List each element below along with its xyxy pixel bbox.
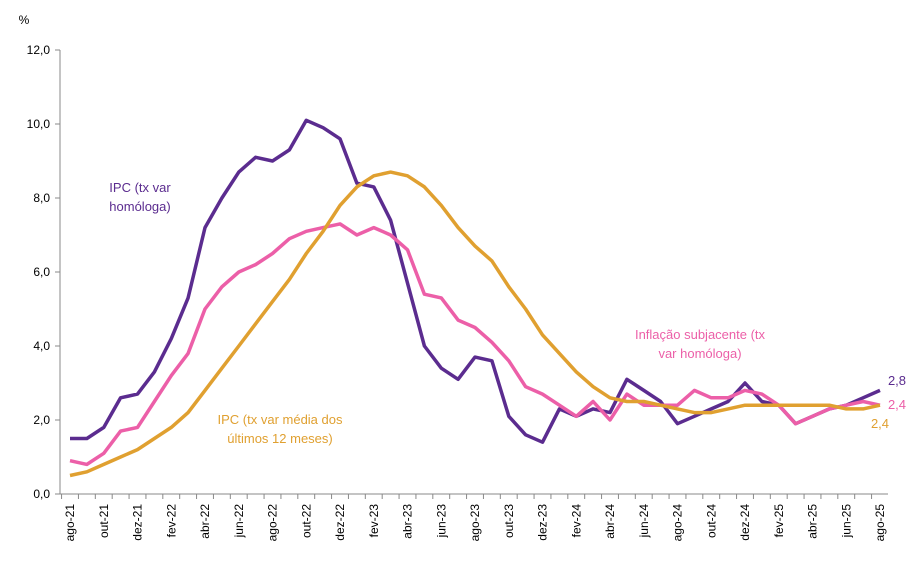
series-line	[69, 170, 881, 478]
series-label: IPC (tx var média dos últimos 12 meses)	[217, 412, 343, 446]
x-tick-label: jun-25	[839, 504, 853, 539]
x-tick-label: ago-24	[671, 504, 685, 542]
x-tick-label: out-22	[299, 504, 313, 538]
series-label: Inflação subjacente (tx var homóloga)	[634, 327, 766, 361]
x-tick-label: ago-25	[873, 504, 887, 542]
y-tick-label: 10,0	[27, 117, 51, 131]
x-tick-label: out-24	[704, 504, 718, 538]
x-tick-label: dez-21	[131, 504, 145, 541]
x-tick-label: ago-23	[468, 504, 482, 542]
x-tick-label: ago-22	[266, 504, 280, 542]
data-label: 2,4	[888, 397, 906, 412]
series-line	[70, 118, 881, 444]
x-tick-label: dez-22	[333, 504, 347, 541]
x-tick-label: fev-24	[569, 504, 583, 538]
y-tick-label: 2,0	[33, 413, 50, 427]
series-label: IPC (tx var homóloga)	[109, 180, 171, 214]
x-tick-label: out-21	[97, 504, 111, 538]
x-tick-label: abr-25	[806, 504, 820, 539]
x-tick-label: out-23	[502, 504, 516, 538]
x-tick-label: abr-23	[401, 504, 415, 539]
x-tick-label: ago-21	[63, 504, 77, 542]
y-tick-label: 8,0	[33, 191, 50, 205]
x-tick-label: dez-23	[536, 504, 550, 541]
x-tick-label: jun-23	[434, 504, 448, 539]
y-tick-label: 12,0	[27, 43, 51, 57]
x-tick-label: jun-22	[232, 504, 246, 539]
x-tick-label: jun-24	[637, 504, 651, 539]
x-tick-label: fev-25	[772, 504, 786, 538]
x-tick-label: abr-24	[603, 504, 617, 539]
y-unit: %	[19, 13, 30, 27]
x-tick-label: fev-22	[164, 504, 178, 538]
x-tick-label: fev-23	[367, 504, 381, 538]
data-label: 2,8	[888, 373, 906, 388]
y-tick-label: 6,0	[33, 265, 50, 279]
data-label: 2,4	[871, 416, 889, 431]
series-line	[69, 222, 881, 467]
y-tick-label: 0,0	[33, 487, 50, 501]
x-tick-label: dez-24	[738, 504, 752, 541]
y-tick-label: 4,0	[33, 339, 50, 353]
x-tick-label: abr-22	[198, 504, 212, 539]
